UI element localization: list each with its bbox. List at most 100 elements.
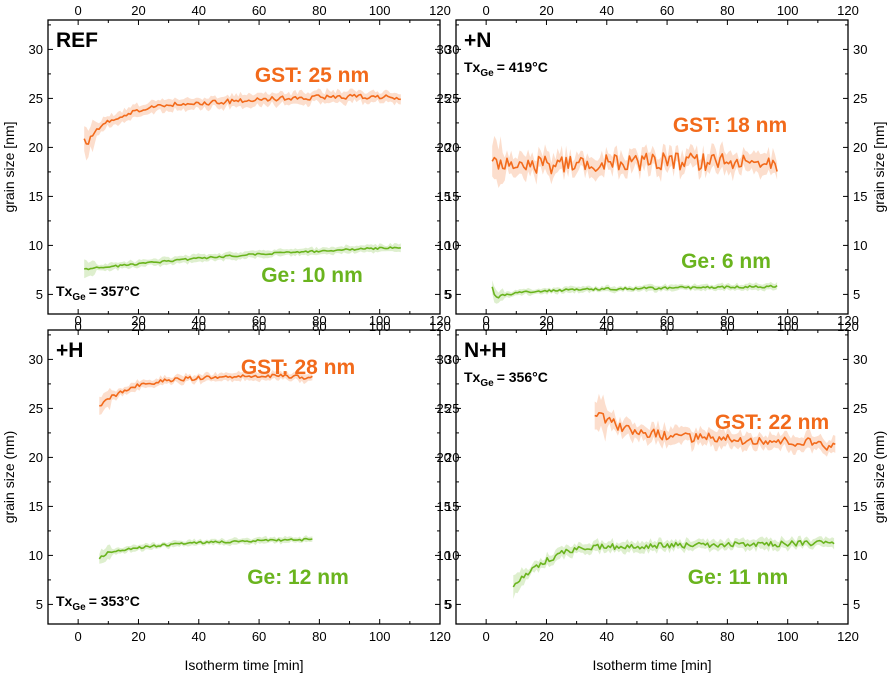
y-tick-label: 10	[437, 548, 451, 563]
y-tick-label: 20	[29, 140, 43, 155]
x-tick-label: 20	[131, 629, 145, 644]
y-axis-title: grain size [nm]	[1, 121, 17, 212]
x-tick-label: 60	[252, 629, 266, 644]
y-tick-label-right: 30	[853, 352, 867, 367]
y-tick-label: 15	[29, 189, 43, 204]
x-tick-label-top: 120	[837, 3, 859, 18]
x-tick-label: 80	[312, 629, 326, 644]
x-tick-label-top: 40	[192, 313, 206, 328]
x-tick-label: 0	[483, 629, 490, 644]
x-tick-label-top: 20	[539, 313, 553, 328]
series-error-band	[492, 135, 778, 188]
panel-label: +H	[56, 339, 83, 362]
x-tick-label-top: 20	[539, 3, 553, 18]
x-tick-label: 20	[539, 629, 553, 644]
y-tick-label: 15	[437, 499, 451, 514]
x-tick-label: 100	[369, 629, 391, 644]
x-tick-label-top: 40	[192, 3, 206, 18]
series-error-band	[492, 280, 778, 304]
x-tick-label-top: 60	[660, 3, 674, 18]
x-tick-label-top: 100	[369, 313, 391, 328]
y-tick-label: 10	[29, 548, 43, 563]
x-tick-label-top: 120	[837, 313, 859, 328]
x-tick-label-top: 60	[252, 313, 266, 328]
x-tick-label-top: 20	[131, 313, 145, 328]
series-line	[594, 411, 836, 451]
x-tick-label-top: 60	[660, 313, 674, 328]
tx-ge-label: TxGe = 353°C	[56, 593, 140, 613]
x-tick-label-top: 80	[312, 3, 326, 18]
series-label: GST: 18 nm	[673, 114, 787, 137]
x-axis-title: Isotherm time [min]	[592, 657, 711, 673]
y-tick-label-right: 10	[853, 238, 867, 253]
x-tick-label-top: 20	[131, 3, 145, 18]
x-tick-label-top: 80	[312, 313, 326, 328]
series-line	[512, 539, 835, 588]
y-tick-label: 5	[36, 597, 43, 612]
y-tick-label: 25	[29, 401, 43, 416]
x-tick-label-top: 120	[429, 3, 451, 18]
y-tick-label-right: 25	[853, 91, 867, 106]
tx-ge-label: TxGe = 419°C	[464, 59, 548, 79]
series-label: Ge: 12 nm	[247, 566, 349, 589]
y-tick-label-right: 5	[853, 597, 860, 612]
x-tick-label: 0	[483, 319, 490, 334]
x-tick-label: 120	[837, 629, 859, 644]
y-axis-title: grain size (nm)	[1, 431, 17, 524]
y-tick-label: 25	[29, 91, 43, 106]
y-tick-label-right: 30	[853, 42, 867, 57]
y-tick-label: 30	[29, 352, 43, 367]
x-tick-label: 80	[720, 629, 734, 644]
y-tick-label: 30	[29, 42, 43, 57]
y-tick-label: 20	[437, 450, 451, 465]
y-tick-label: 15	[29, 499, 43, 514]
y-tick-label: 10	[437, 238, 451, 253]
tx-ge-label: TxGe = 356°C	[464, 369, 548, 389]
y-tick-label: 30	[437, 352, 451, 367]
y-tick-label: 30	[437, 42, 451, 57]
x-tick-label-top: 0	[75, 3, 82, 18]
x-tick-label-top: 0	[75, 313, 82, 328]
series-error-band	[99, 370, 313, 415]
y-tick-label: 20	[29, 450, 43, 465]
series-label: Ge: 10 nm	[261, 264, 363, 287]
x-tick-label: 60	[660, 629, 674, 644]
y-tick-label: 5	[444, 287, 451, 302]
x-tick-label-top: 40	[600, 3, 614, 18]
x-tick-label-top: 120	[429, 313, 451, 328]
panel-label: +N	[464, 29, 491, 52]
x-tick-label: 0	[75, 319, 82, 334]
series-error-band	[84, 87, 401, 161]
plot-frame	[47, 19, 441, 315]
series-label: GST: 22 nm	[715, 411, 829, 434]
tx-ge-label: TxGe = 357°C	[56, 283, 140, 303]
x-tick-label-top: 100	[777, 313, 799, 328]
y-tick-label: 10	[29, 238, 43, 253]
y-axis-title: grain size [nm]	[871, 121, 887, 212]
x-tick-label: 120	[429, 629, 451, 644]
plot-frame	[455, 329, 849, 625]
series-label: Ge: 11 nm	[688, 566, 788, 589]
x-tick-label: 0	[75, 629, 82, 644]
series-line	[83, 93, 401, 145]
series-label: GST: 25 nm	[255, 64, 369, 87]
series-line	[99, 373, 313, 407]
x-tick-label-top: 0	[483, 313, 490, 328]
y-tick-label-right: 20	[853, 140, 867, 155]
series-line	[491, 152, 778, 175]
panel-label: N+H	[464, 339, 507, 362]
y-tick-label: 15	[437, 189, 451, 204]
y-tick-label: 25	[437, 91, 451, 106]
y-tick-label: 20	[437, 140, 451, 155]
series-error-band	[99, 535, 313, 564]
series-line	[98, 537, 313, 560]
series-label: Ge: 6 nm	[681, 250, 771, 273]
y-tick-label-right: 5	[445, 287, 452, 302]
plot-frame	[455, 19, 849, 315]
y-axis-title: grain size (nm)	[871, 431, 887, 524]
y-tick-label-right: 15	[853, 189, 867, 204]
